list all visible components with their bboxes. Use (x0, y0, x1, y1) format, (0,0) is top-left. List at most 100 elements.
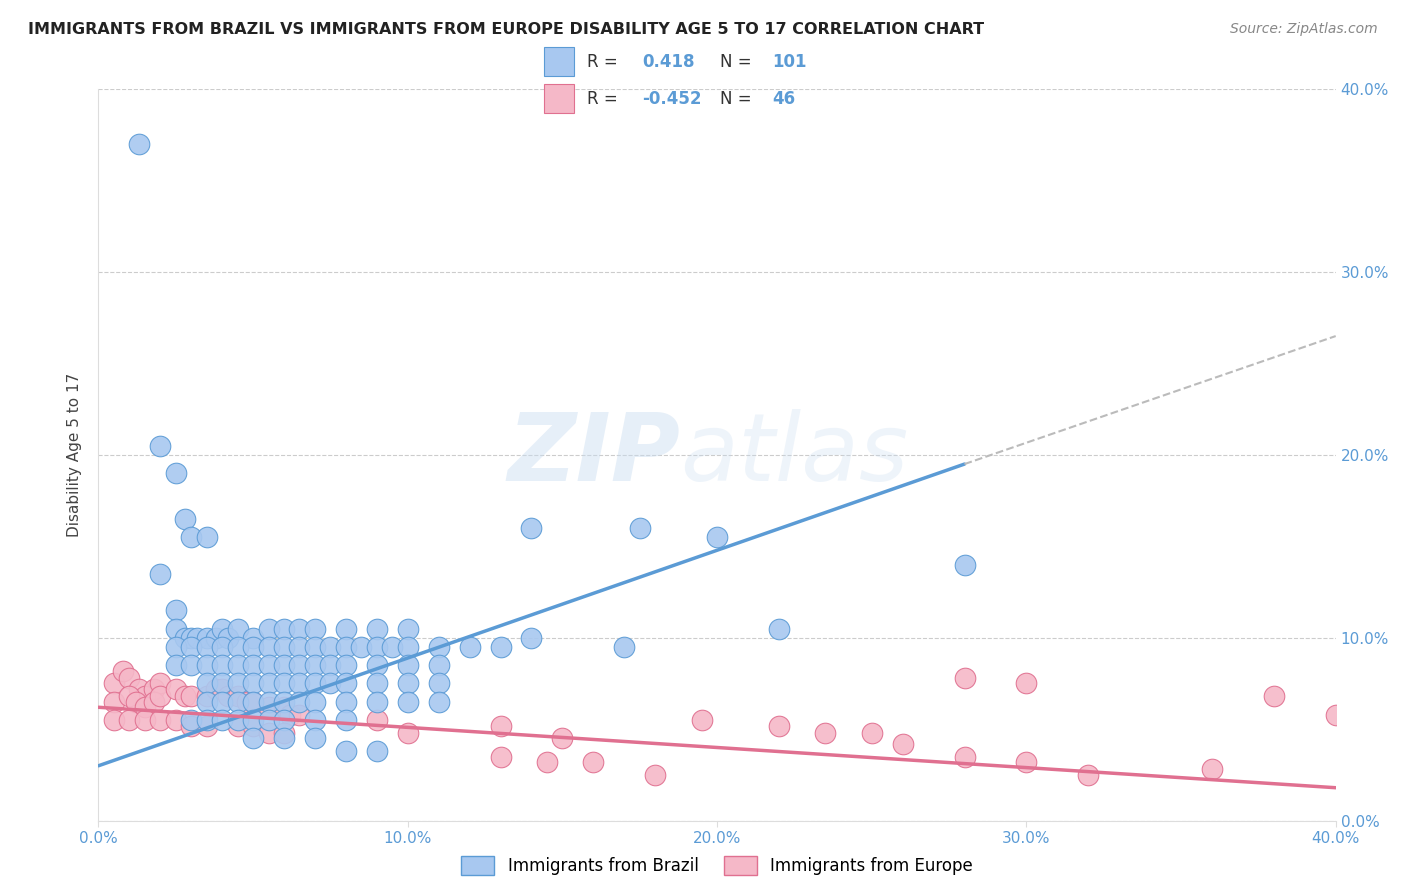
Point (226, 718, 249, 732)
Point (273, 622, 295, 636)
Point (1324, 707, 1347, 722)
Text: 101: 101 (772, 53, 807, 70)
Point (195, 631, 218, 645)
Point (257, 695, 280, 709)
Point (278, 707, 301, 722)
Point (366, 658, 388, 673)
Point (134, 713, 156, 727)
Point (273, 713, 295, 727)
Point (768, 622, 790, 636)
Point (195, 718, 218, 732)
Point (205, 681, 228, 696)
Point (118, 671, 141, 685)
Point (304, 658, 326, 673)
Legend: Immigrants from Brazil, Immigrants from Europe: Immigrants from Brazil, Immigrants from … (454, 849, 980, 882)
Text: N =: N = (720, 90, 751, 108)
Point (226, 690, 249, 704)
Point (211, 681, 233, 696)
Point (118, 690, 141, 704)
Point (103, 713, 125, 727)
Point (103, 676, 125, 690)
Point (186, 631, 208, 645)
Point (180, 690, 202, 704)
Text: R =: R = (586, 90, 617, 108)
Point (217, 690, 239, 704)
Point (257, 726, 280, 740)
Point (288, 640, 311, 654)
Point (242, 676, 264, 690)
Point (226, 640, 249, 654)
Point (288, 707, 311, 722)
Point (304, 731, 326, 746)
Point (134, 700, 156, 714)
Point (273, 676, 295, 690)
Point (304, 676, 326, 690)
Point (396, 640, 419, 654)
Point (1263, 690, 1285, 704)
Point (613, 640, 636, 654)
Text: Source: ZipAtlas.com: Source: ZipAtlas.com (1230, 22, 1378, 37)
Point (458, 640, 481, 654)
Point (257, 622, 280, 636)
Point (273, 658, 295, 673)
Point (242, 718, 264, 732)
Point (706, 530, 728, 544)
Point (396, 622, 419, 636)
Point (891, 737, 914, 751)
Point (335, 713, 357, 727)
Point (211, 695, 233, 709)
Point (644, 768, 666, 782)
Point (953, 749, 976, 764)
Point (242, 640, 264, 654)
Point (149, 439, 172, 453)
Point (814, 726, 837, 740)
Point (366, 713, 388, 727)
Text: IMMIGRANTS FROM BRAZIL VS IMMIGRANTS FROM EUROPE DISABILITY AGE 5 TO 17 CORRELAT: IMMIGRANTS FROM BRAZIL VS IMMIGRANTS FRO… (28, 22, 984, 37)
Point (211, 622, 233, 636)
Point (149, 713, 172, 727)
Point (180, 631, 202, 645)
Point (288, 658, 311, 673)
Point (180, 640, 202, 654)
Point (366, 695, 388, 709)
Point (143, 695, 166, 709)
Point (149, 566, 172, 581)
Point (211, 676, 233, 690)
Point (118, 713, 141, 727)
Point (690, 713, 713, 727)
Point (551, 731, 574, 746)
Point (1015, 755, 1038, 769)
Text: atlas: atlas (681, 409, 908, 500)
Point (165, 622, 187, 636)
Point (396, 695, 419, 709)
Point (226, 695, 249, 709)
Point (134, 690, 156, 704)
Point (335, 695, 357, 709)
Point (128, 681, 150, 696)
Point (536, 755, 558, 769)
Text: N =: N = (720, 53, 751, 70)
Point (165, 658, 187, 673)
Point (128, 136, 150, 151)
Point (335, 744, 357, 758)
Point (335, 676, 357, 690)
Point (288, 622, 311, 636)
Point (205, 631, 228, 645)
Point (319, 640, 342, 654)
Point (195, 530, 218, 544)
Text: R =: R = (586, 53, 617, 70)
Point (628, 521, 651, 535)
Point (1077, 768, 1099, 782)
Point (180, 718, 202, 732)
Point (304, 695, 326, 709)
Point (242, 731, 264, 746)
Point (257, 713, 280, 727)
Point (319, 676, 342, 690)
Point (427, 695, 450, 709)
Point (1201, 763, 1223, 777)
Point (396, 676, 419, 690)
Point (1015, 676, 1038, 690)
Point (304, 640, 326, 654)
Point (226, 676, 249, 690)
Point (195, 690, 218, 704)
